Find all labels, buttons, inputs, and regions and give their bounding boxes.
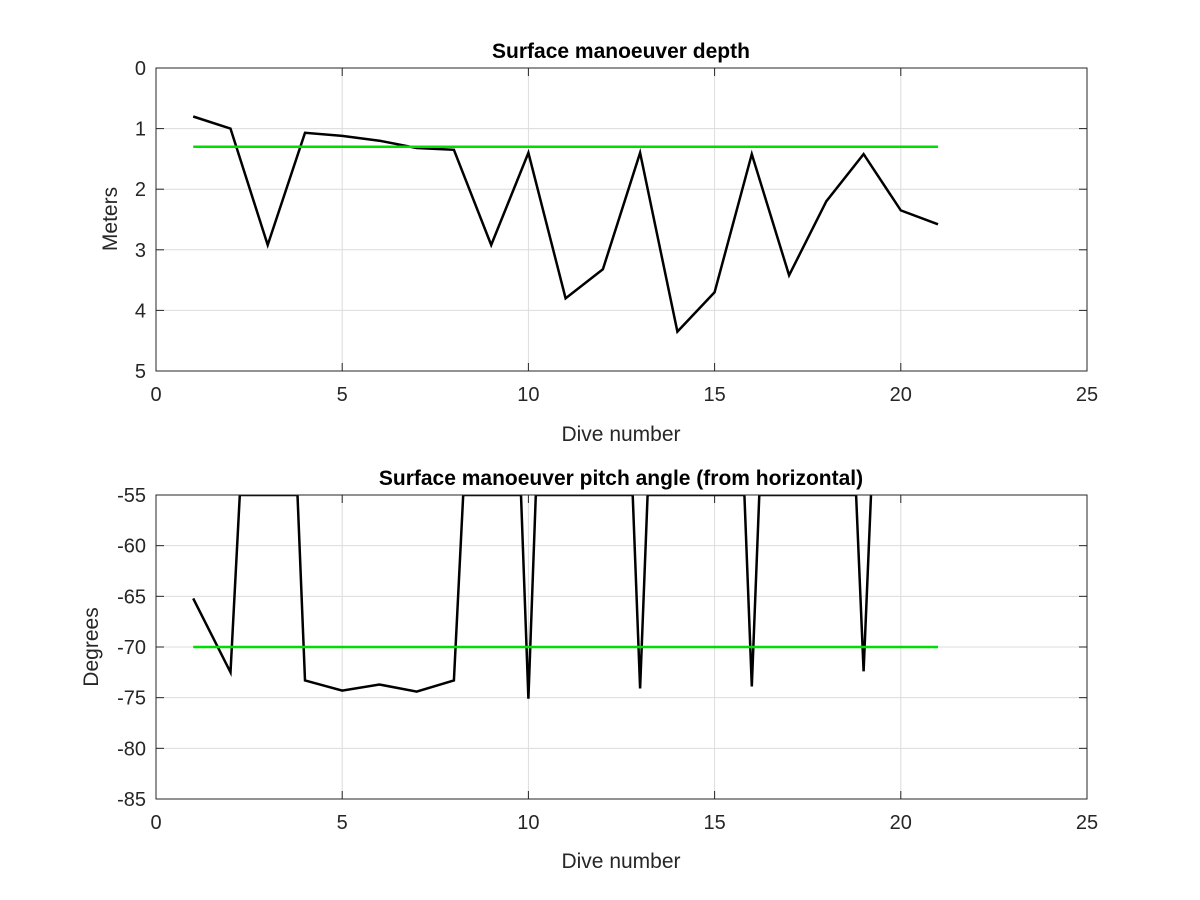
y-tick-label: 3 — [135, 240, 146, 262]
y-tick-label: 0 — [135, 58, 146, 80]
x-tick-label: 15 — [703, 812, 725, 834]
y-tick-label: -80 — [117, 738, 146, 760]
y-tick-label: 2 — [135, 179, 146, 201]
y-tick-label: -75 — [117, 688, 146, 710]
chart-title: Surface manoeuver pitch angle (from hori… — [379, 467, 863, 490]
x-axis-label: Dive number — [561, 423, 680, 446]
x-tick-label: 0 — [150, 384, 161, 406]
y-tick-label: -85 — [117, 789, 146, 811]
axes-frame — [155, 494, 1088, 800]
x-tick-label: 5 — [337, 384, 348, 406]
x-tick-label: 0 — [150, 812, 161, 834]
x-tick-label: 25 — [1076, 812, 1098, 834]
data-series-line — [192, 115, 939, 335]
x-tick-label: 15 — [703, 384, 725, 406]
plot-area — [156, 68, 1087, 371]
depth-chart: Surface manoeuver depth Dive number Mete… — [99, 40, 1098, 446]
y-tick-label: 5 — [135, 361, 146, 383]
y-tick-label: -65 — [117, 586, 146, 608]
y-tick-label: -55 — [117, 485, 146, 507]
x-tick-label: 5 — [337, 812, 348, 834]
pitch-chart: Surface manoeuver pitch angle (from hori… — [80, 467, 1098, 873]
y-axis-label: Meters — [99, 187, 122, 251]
x-tick-label: 20 — [890, 384, 912, 406]
y-tick-label: 4 — [135, 300, 146, 322]
y-tick-label: 1 — [135, 119, 146, 141]
axes-frame — [155, 67, 1088, 372]
y-tick-label: -60 — [117, 536, 146, 558]
y-tick-label: -70 — [117, 637, 146, 659]
y-axis-label: Degrees — [80, 607, 103, 686]
x-axis-label: Dive number — [561, 850, 680, 873]
x-tick-label: 10 — [517, 384, 539, 406]
x-tick-label: 10 — [517, 812, 539, 834]
x-tick-label: 25 — [1076, 384, 1098, 406]
chart-title: Surface manoeuver depth — [492, 40, 750, 63]
data-series-line — [192, 495, 873, 699]
x-tick-label: 20 — [890, 812, 912, 834]
